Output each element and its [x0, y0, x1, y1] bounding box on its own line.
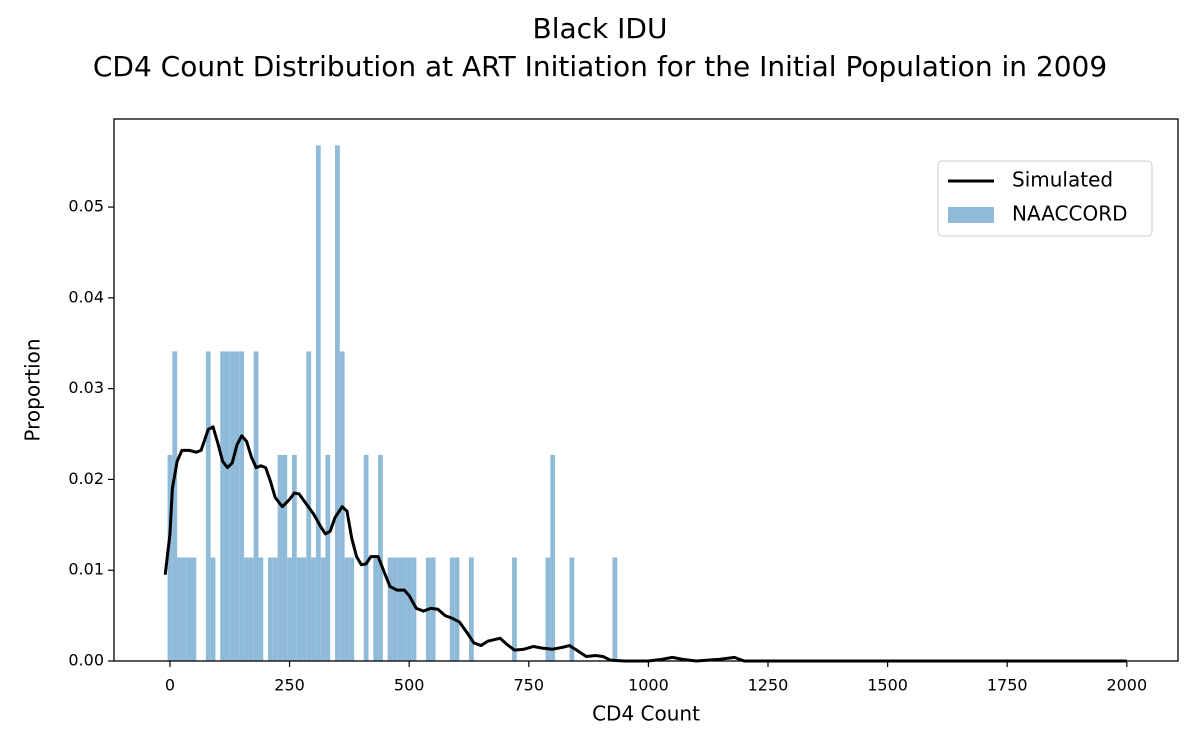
histogram-bar [167, 454, 173, 661]
x-axis-label: CD4 Count [592, 702, 700, 726]
histogram-bar [220, 351, 225, 661]
y-axis-label: Proportion [21, 338, 45, 441]
histogram-bar [406, 557, 412, 661]
histogram-bar [315, 145, 321, 661]
x-tick-label: 750 [514, 676, 545, 695]
histogram-bar [272, 557, 278, 661]
histogram-bar [244, 557, 249, 661]
histogram-bar [287, 557, 292, 661]
histogram-bar [349, 557, 355, 661]
histogram-bar [205, 351, 211, 661]
histogram-bar [392, 557, 398, 661]
histogram-bar [545, 557, 551, 661]
histogram-bar [449, 557, 455, 661]
y-tick-label: 0.01 [68, 560, 104, 579]
x-tick-label: 0 [165, 676, 175, 695]
histogram-bar [454, 557, 460, 661]
histogram-bar [191, 557, 197, 661]
histogram-bar [373, 557, 379, 661]
legend-label: Simulated [1012, 168, 1113, 192]
x-tick-label: 1000 [628, 676, 669, 695]
x-tick-label: 250 [274, 676, 305, 695]
legend-label: NAACCORD [1012, 202, 1128, 226]
histogram-bar [172, 351, 178, 661]
histogram-bar [253, 351, 259, 661]
histogram-bar [411, 557, 417, 661]
histogram-bar [224, 351, 230, 661]
y-tick-label: 0.00 [68, 651, 104, 670]
histogram-bar [186, 557, 192, 661]
histogram-bar [335, 145, 340, 661]
histogram-bar [277, 454, 283, 661]
histogram-bar [468, 557, 474, 661]
y-tick-label: 0.02 [68, 469, 104, 488]
histogram-bar [229, 351, 235, 661]
histogram-bar [248, 557, 254, 661]
histogram-bar [311, 557, 316, 661]
histogram-bar [291, 454, 297, 661]
x-tick-label: 500 [394, 676, 425, 695]
histogram-bar [512, 557, 517, 661]
chart-title: Black IDU [533, 12, 668, 45]
y-tick-label: 0.04 [68, 287, 104, 306]
chart-subtitle: CD4 Count Distribution at ART Initiation… [93, 50, 1107, 83]
histogram-bar [402, 557, 407, 661]
histogram-bar [569, 557, 575, 661]
histogram-bar [387, 557, 393, 661]
histogram-bar [181, 557, 187, 661]
y-tick-label: 0.03 [68, 378, 104, 397]
histogram-bar [550, 454, 556, 661]
histogram-bar [325, 454, 331, 661]
histogram-bar [296, 557, 302, 661]
histogram-bar [258, 557, 264, 661]
x-tick-label: 2000 [1106, 676, 1147, 695]
x-tick-label: 1250 [748, 676, 789, 695]
x-tick-label: 1750 [987, 676, 1028, 695]
histogram-bar [612, 557, 618, 661]
histogram-bar [210, 557, 216, 661]
histogram-bar [177, 557, 182, 661]
histogram-bar [282, 454, 288, 661]
histogram-bar [320, 557, 326, 661]
histogram-bar [301, 557, 307, 661]
histogram-bar [268, 557, 273, 661]
histogram-bar [363, 454, 369, 661]
histogram-bar [378, 454, 383, 661]
histogram-bar [344, 557, 350, 661]
y-tick-label: 0.05 [68, 197, 104, 216]
histogram-bar [239, 351, 245, 661]
x-tick-label: 1500 [867, 676, 908, 695]
histogram-bar [234, 351, 240, 661]
legend-swatch [948, 207, 994, 223]
plot-frame [113, 118, 1179, 662]
line-series [163, 425, 1127, 663]
histogram-bar [397, 557, 403, 661]
